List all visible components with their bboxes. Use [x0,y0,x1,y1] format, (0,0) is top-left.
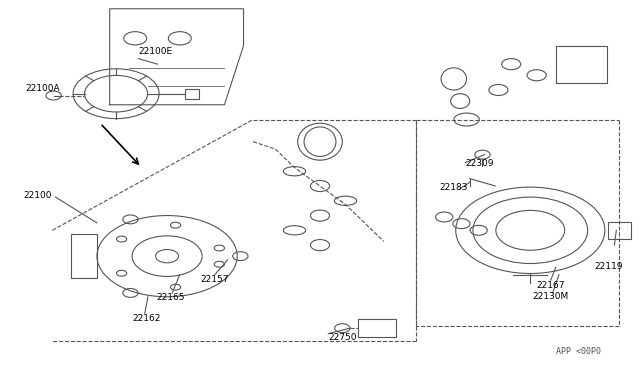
Text: 22165: 22165 [156,294,185,302]
Bar [608,222,630,238]
Text: APP <00P0: APP <00P0 [556,347,601,356]
Text: 22750: 22750 [328,333,356,342]
Bar [72,234,97,278]
Text: 22100E: 22100E [138,47,173,56]
Text: 22309: 22309 [465,159,494,168]
Text: 22100A: 22100A [26,84,60,93]
Text: 22100: 22100 [24,191,52,200]
Text: 22183: 22183 [440,183,468,192]
Text: 22157: 22157 [200,275,228,284]
Text: 22162: 22162 [132,314,161,323]
Text: 22119: 22119 [594,262,623,271]
Text: 22130M: 22130M [532,292,568,301]
Text: 22167: 22167 [537,280,565,289]
